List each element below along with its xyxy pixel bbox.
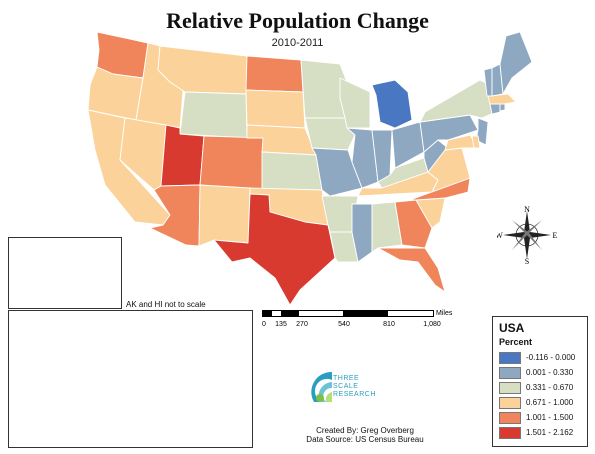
scale-tick: 1,080	[423, 321, 441, 328]
scale-tick: 540	[338, 321, 350, 328]
legend-label: 1.501 - 2.162	[526, 428, 574, 437]
state-SD	[245, 89, 306, 129]
legend-swatch	[499, 351, 521, 364]
legend: USA Percent -0.116 - 0.000 0.001 - 0.330…	[492, 316, 588, 447]
state-LA	[329, 231, 359, 263]
legend-item: -0.116 - 0.000	[499, 350, 581, 365]
alaska-inset-frame	[8, 310, 253, 448]
state-FL	[377, 247, 446, 293]
state-MA	[487, 93, 517, 105]
legend-label: -0.116 - 0.000	[526, 353, 576, 362]
scale-bar-graphic	[262, 310, 434, 317]
logo-line: THREE	[333, 375, 360, 382]
state-KS	[261, 151, 323, 191]
legend-swatch	[499, 426, 521, 439]
state-CT	[489, 102, 501, 115]
legend-item: 0.001 - 0.330	[499, 365, 581, 380]
credits: Created By: Greg Overberg Data Source: U…	[270, 426, 460, 444]
state-WY	[179, 91, 248, 139]
legend-swatch	[499, 381, 521, 394]
compass-w: W	[497, 231, 503, 240]
legend-label: 0.331 - 0.670	[526, 383, 574, 392]
state-AL	[371, 201, 403, 253]
legend-item: 1.501 - 2.162	[499, 425, 581, 440]
created-by: Created By: Greg Overberg	[316, 426, 414, 435]
map-subtitle: 2010-2011	[271, 37, 324, 49]
compass-n: N	[524, 205, 530, 214]
legend-swatch	[499, 366, 521, 379]
state-MS	[351, 203, 373, 263]
state-ME	[499, 31, 533, 95]
inset-scale-note: AK and HI not to scale	[126, 300, 206, 309]
state-MD	[444, 134, 479, 151]
hawaii-inset-frame	[8, 237, 122, 309]
legend-swatch	[499, 411, 521, 424]
state-NM	[198, 184, 251, 247]
scale-unit: Miles	[436, 310, 453, 317]
data-source: Data Source: US Census Bureau	[306, 435, 424, 444]
logo-line: SCALE	[333, 383, 359, 390]
scale-bar: Miles 0 135 270 540 810 1,080	[262, 310, 462, 336]
compass-rose-icon: N S E W	[497, 205, 557, 265]
compass-s: S	[525, 257, 529, 265]
state-DE	[471, 135, 481, 149]
state-CO	[199, 135, 264, 191]
compass-e: E	[553, 231, 557, 240]
scale-tick: 135	[275, 321, 287, 328]
state-NJ	[475, 117, 489, 146]
state-MO	[311, 147, 363, 197]
legend-subtitle: Percent	[499, 337, 533, 347]
logo-text: THREE SCALE RESEARCH	[333, 375, 376, 399]
scale-tick: 0	[262, 321, 266, 328]
state-NY	[419, 79, 497, 123]
legend-item: 0.331 - 0.670	[499, 380, 581, 395]
legend-label: 1.001 - 1.500	[526, 413, 574, 422]
scale-tick: 810	[383, 321, 395, 328]
map-title: Relative Population Change	[166, 8, 429, 33]
state-MI	[371, 79, 413, 129]
state-TX	[213, 193, 336, 306]
legend-item: 1.001 - 1.500	[499, 410, 581, 425]
legend-label: 0.671 - 1.000	[526, 398, 574, 407]
three-scale-logo-icon	[311, 371, 332, 402]
legend-swatch	[499, 396, 521, 409]
state-IA	[304, 117, 356, 151]
logo-line: RESEARCH	[333, 391, 376, 398]
legend-label: 0.001 - 0.330	[526, 368, 574, 377]
legend-item: 0.671 - 1.000	[499, 395, 581, 410]
scale-tick: 270	[296, 321, 308, 328]
legend-title: USA	[499, 321, 525, 335]
state-ND	[245, 55, 304, 93]
